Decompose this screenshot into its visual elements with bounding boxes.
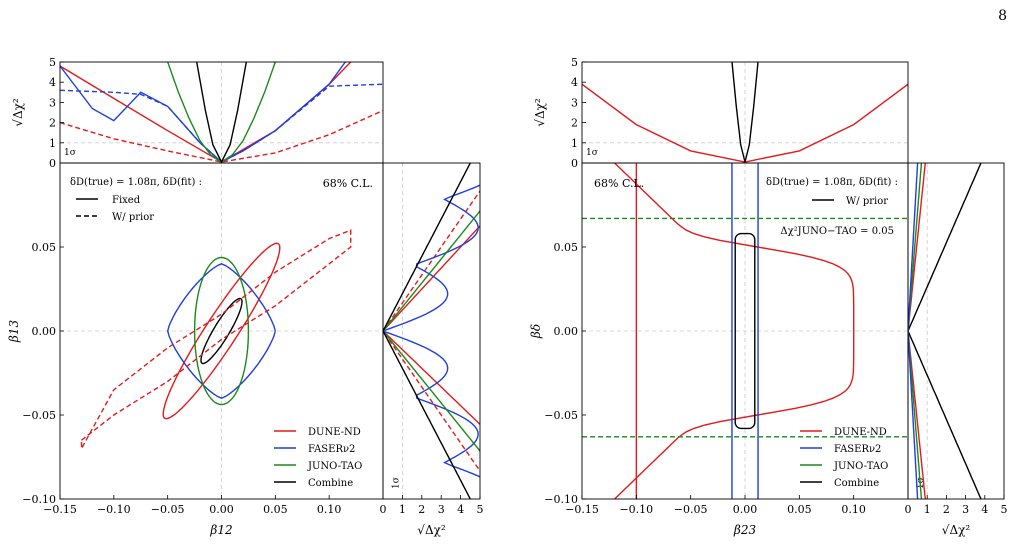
lm-legend-label-1: FASERν2 xyxy=(308,444,355,455)
rm-legend-label-0: DUNE-ND xyxy=(834,427,887,438)
rr-juno xyxy=(908,163,923,499)
lt-series-1 xyxy=(60,109,383,163)
rm-y-tick-label: 0.00 xyxy=(554,325,579,338)
lr-juno xyxy=(383,209,480,453)
lm-xlabel: β12 xyxy=(209,523,232,537)
rm-ylabel: βδ xyxy=(529,324,543,339)
lm-y-tick-label: 0.00 xyxy=(32,325,57,338)
rm-y-tick-label: −0.05 xyxy=(544,409,578,422)
lt-y-tick-label: 1 xyxy=(49,137,56,150)
lm-y-tick-label: −0.05 xyxy=(22,409,56,422)
lm-x-tick-label: −0.05 xyxy=(151,503,185,516)
rr-combine xyxy=(908,163,982,499)
lm-x-tick-label: 0.05 xyxy=(263,503,288,516)
lr-x-tick-label: 1 xyxy=(399,503,406,516)
rm-xlabel: β23 xyxy=(733,523,757,537)
lm-contour-0 xyxy=(162,242,281,420)
rr-x-tick-label: 3 xyxy=(962,503,969,516)
rm-cl-label: 68% C.L. xyxy=(594,177,644,190)
lm-x-tick-label: −0.15 xyxy=(43,503,77,516)
lm-contour-2 xyxy=(193,256,250,406)
lm-style-fixed-label: Fixed xyxy=(112,195,141,206)
rm-style-prior-label: W/ prior xyxy=(846,196,888,207)
rt-1sigma-label: 1σ xyxy=(586,148,598,158)
rr-dune xyxy=(908,163,926,499)
rt-y-tick-label: 0 xyxy=(571,157,578,170)
rr-x-tick-label: 2 xyxy=(943,503,950,516)
lr-x-tick-label: 2 xyxy=(418,503,425,516)
rm-x-tick-label: −0.15 xyxy=(565,503,599,516)
rr-x-tick-label: 4 xyxy=(981,503,988,516)
lm-header: δD(true) = 1.08π, δD(fit) : xyxy=(70,177,202,188)
lt-y-tick-label: 5 xyxy=(49,56,56,69)
lm-legend-label-3: Combine xyxy=(308,478,353,489)
rm-y-tick-label: 0.05 xyxy=(554,241,579,254)
rt-y-tick-label: 1 xyxy=(571,137,578,150)
lr-x-tick-label: 4 xyxy=(457,503,464,516)
lt-y-tick-label: 0 xyxy=(49,157,56,170)
rm-legend-label-2: JUNO-TAO xyxy=(833,461,888,472)
lm-x-tick-label: 0.00 xyxy=(209,503,234,516)
lr-1sigma-label: 1σ xyxy=(391,477,401,489)
rm-combine-contour xyxy=(734,232,756,430)
rr-x-tick-label: 1 xyxy=(924,503,931,516)
rm-hline-label: Δχ²JUNO−TAO = 0.05 xyxy=(780,226,894,237)
rm-x-tick-label: −0.05 xyxy=(674,503,708,516)
rt-y-tick-label: 4 xyxy=(571,76,578,89)
lm-ylabel: β13 xyxy=(7,320,21,344)
rm-header: δD(true) = 1.08π, δD(fit) : xyxy=(766,177,898,188)
lr-faser xyxy=(383,184,480,478)
rm-y-tick-label: −0.10 xyxy=(544,493,578,506)
lt-series-5 xyxy=(196,62,247,163)
rm-legend-label-3: Combine xyxy=(834,478,879,489)
rt-y-tick-label: 5 xyxy=(571,56,578,69)
lt-y-tick-label: 4 xyxy=(49,76,56,89)
lt-y-tick-label: 2 xyxy=(49,117,56,130)
lm-contour-4 xyxy=(80,229,352,449)
lm-x-tick-label: 0.10 xyxy=(317,503,342,516)
lm-legend-label-2: JUNO-TAO xyxy=(307,461,362,472)
lm-style-prior-label: W/ prior xyxy=(112,212,154,223)
lm-y-tick-label: 0.05 xyxy=(32,241,57,254)
rr-1sigma-label: 1σ xyxy=(916,477,926,489)
rt-series-1 xyxy=(731,62,759,163)
rm-x-tick-label: 0.10 xyxy=(841,503,866,516)
rm-x-tick-label: −0.10 xyxy=(619,503,653,516)
rm-legend-label-1: FASERν2 xyxy=(834,444,881,455)
rr-frame xyxy=(907,162,1005,500)
rt-ylabel: √Δχ² xyxy=(533,98,547,127)
lr-xlabel: √Δχ² xyxy=(417,523,446,537)
lr-x-tick-label: 5 xyxy=(477,503,484,516)
rt-series-0 xyxy=(582,83,908,163)
lm-legend-label-0: DUNE-ND xyxy=(308,427,361,438)
lr-frame xyxy=(382,162,481,500)
lr-x-tick-label: 0 xyxy=(380,503,387,516)
rt-y-tick-label: 2 xyxy=(571,117,578,130)
lr-combine xyxy=(383,163,471,499)
lm-cl-label: 68% C.L. xyxy=(323,177,373,190)
rr-faser xyxy=(908,163,919,499)
lm-contour-3 xyxy=(200,297,243,365)
lt-series-2 xyxy=(60,62,346,163)
rr-xlabel: √Δχ² xyxy=(942,523,971,537)
lm-x-tick-label: −0.10 xyxy=(97,503,131,516)
rm-x-tick-label: 0.00 xyxy=(733,503,758,516)
rt-y-tick-label: 3 xyxy=(571,96,578,109)
lt-y-tick-label: 3 xyxy=(49,96,56,109)
lt-series-3 xyxy=(60,83,383,163)
lt-ylabel: √Δχ² xyxy=(11,98,25,127)
lm-y-tick-label: −0.10 xyxy=(22,493,56,506)
lm-contour-1 xyxy=(166,263,276,399)
lt-1sigma-label: 1σ xyxy=(64,148,76,158)
rr-x-tick-label: 0 xyxy=(905,503,912,516)
rr-x-tick-label: 5 xyxy=(1001,503,1008,516)
lr-x-tick-label: 3 xyxy=(438,503,445,516)
rm-x-tick-label: 0.05 xyxy=(787,503,812,516)
page-number: 8 xyxy=(998,8,1007,24)
